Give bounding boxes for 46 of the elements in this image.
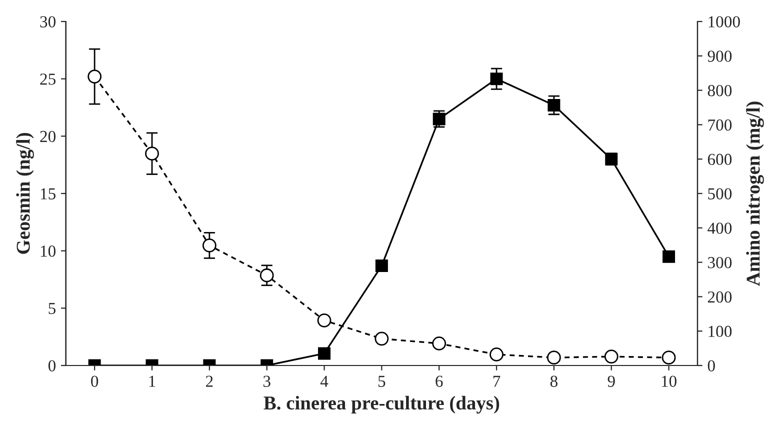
point xyxy=(145,146,159,161)
y2-tick-label: 600 xyxy=(708,154,732,166)
point xyxy=(432,112,446,126)
x-tick-label: 10 xyxy=(662,376,676,387)
y-axis-title: Geosmin (ng/l) xyxy=(16,133,34,254)
x-tick-label: 6 xyxy=(436,376,443,387)
y2-tick-label: 900 xyxy=(708,50,732,62)
x-axis-title: B. cinerea pre-culture (days) xyxy=(264,396,500,414)
y2-tick-label: 700 xyxy=(708,119,732,131)
y-tick-label: 0 xyxy=(48,360,56,372)
y-tick-label: 15 xyxy=(40,188,56,200)
y-tick-label: 5 xyxy=(48,303,56,314)
x-tick-label: 9 xyxy=(608,376,615,387)
x-tick-label: 3 xyxy=(263,376,270,387)
x-tick-label: 0 xyxy=(91,376,98,387)
point xyxy=(432,336,446,350)
point xyxy=(317,313,332,328)
y2-tick-label: 400 xyxy=(708,222,732,234)
y2-tick-label: 1000 xyxy=(708,16,740,28)
x-tick-label: 7 xyxy=(493,376,500,387)
point xyxy=(202,238,216,252)
y-tick-label: 30 xyxy=(40,16,56,28)
y-tick-label: 25 xyxy=(40,74,56,85)
x-tick-label: 1 xyxy=(149,376,156,387)
y-tick-label: 10 xyxy=(40,246,56,257)
y2-tick-label: 0 xyxy=(708,360,715,372)
y-tick-label: 20 xyxy=(40,130,56,142)
point xyxy=(88,70,102,84)
y2-tick-label: 100 xyxy=(708,326,732,338)
x-tick-label: 2 xyxy=(206,376,213,387)
x-tick-label: 8 xyxy=(550,376,558,387)
point xyxy=(547,350,561,365)
point xyxy=(548,98,560,112)
y2-tick-label: 200 xyxy=(708,291,732,303)
point xyxy=(662,350,676,365)
point xyxy=(374,332,389,346)
x-tick-label: 5 xyxy=(378,376,386,387)
point xyxy=(490,348,504,362)
point xyxy=(490,72,503,86)
x-tick-label: 4 xyxy=(320,376,328,387)
y2-axis-title: Amino nitrogen (mg/l) xyxy=(746,102,764,286)
point xyxy=(604,350,618,364)
point xyxy=(260,268,274,282)
y2-tick-label: 300 xyxy=(708,257,732,268)
y2-tick-label: 800 xyxy=(708,85,732,96)
y2-tick-label: 500 xyxy=(708,188,732,200)
